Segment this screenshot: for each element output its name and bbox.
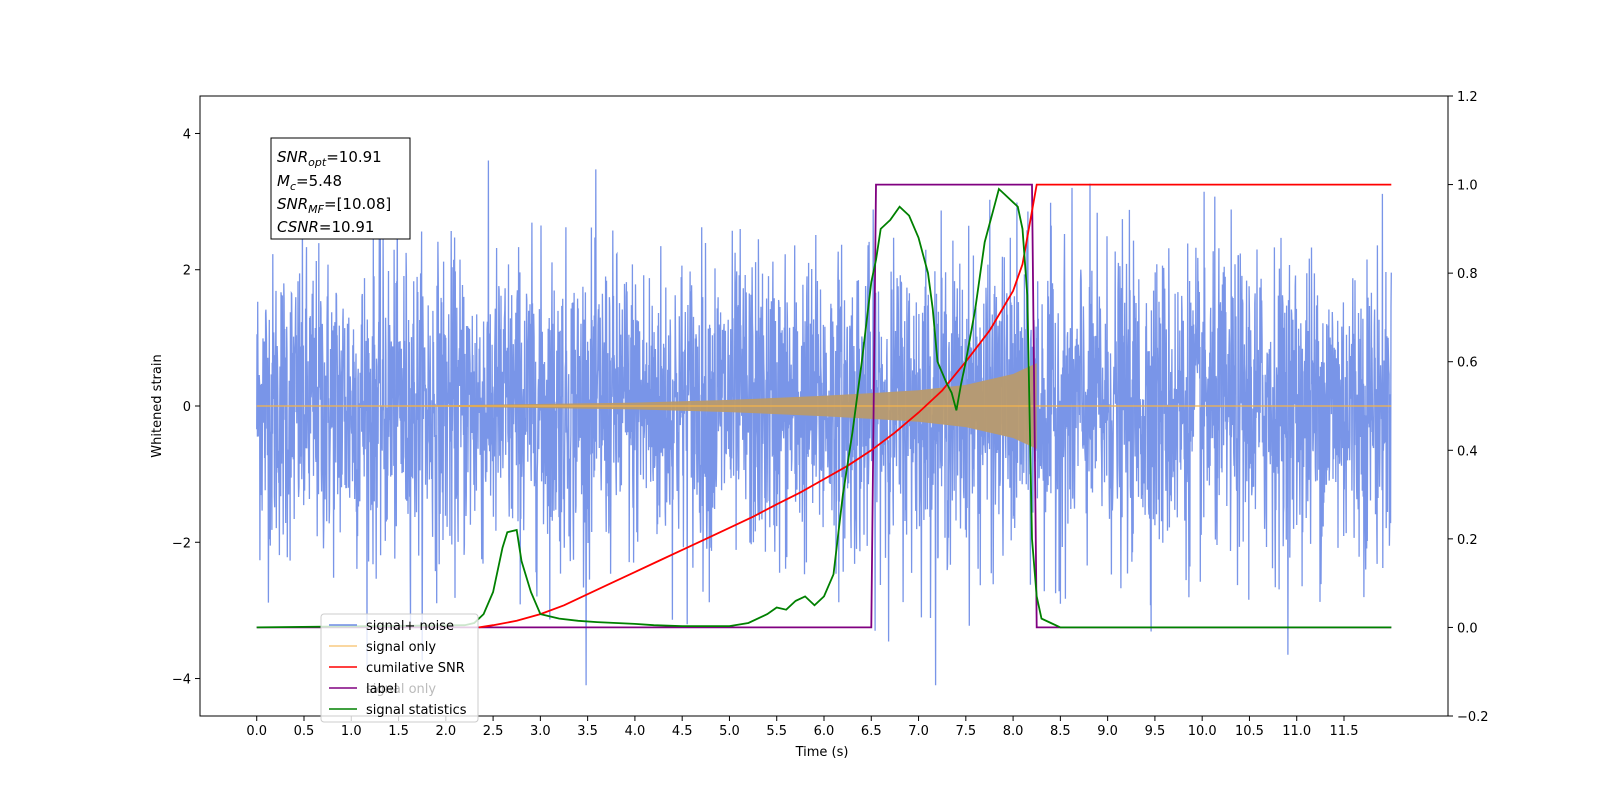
legend-item-signal-statistics: signal statistics (329, 703, 467, 718)
annotation-snr-opt: SNRopt=10.91 (277, 148, 382, 169)
x-tick-label: 9.5 (1145, 724, 1166, 739)
y2-tick-label: 0.4 (1457, 444, 1478, 459)
legend: signal+ noise signal only cumilative SNR… (320, 613, 479, 723)
x-tick-label: 1.0 (341, 724, 362, 739)
x-tick-label: 2.0 (435, 724, 456, 739)
plot-area (256, 160, 1392, 686)
x-tick-label: 3.5 (577, 724, 598, 739)
x-tick-label: 8.0 (1003, 724, 1024, 739)
x-tick-label: 4.5 (672, 724, 693, 739)
x-axis: 0.0 0.5 1.0 1.5 2.0 2.5 3.0 3.5 4.0 4.5 5.0 5.5 6.0 6… (246, 716, 1358, 739)
y-tick-label: 2 (183, 264, 191, 279)
y-tick-label: −2 (172, 536, 191, 551)
x-tick-label: 7.0 (908, 724, 929, 739)
x-tick-label: 3.0 (530, 724, 551, 739)
annotation-mc: Mc=5.48 (277, 172, 342, 193)
x-tick-label: 11.5 (1330, 724, 1359, 739)
annotation-csnr: CSNR=10.91 (277, 218, 374, 236)
series-signal-noise (256, 160, 1392, 686)
y2-tick-label: 0.6 (1457, 356, 1478, 371)
y2-tick-label: 1.2 (1457, 90, 1478, 105)
y-axis-label: Whitened strain (150, 354, 165, 457)
x-tick-label: 5.0 (719, 724, 740, 739)
svg-text:signal only: signal only (366, 640, 436, 655)
series-cumilative-snr (478, 183, 1392, 629)
x-tick-label: 6.0 (814, 724, 835, 739)
x-tick-label: 0.0 (246, 724, 267, 739)
y-tick-label: 4 (183, 127, 191, 142)
x-tick-label: 9.0 (1097, 724, 1118, 739)
x-tick-label: 10.5 (1235, 724, 1264, 739)
x-tick-label: 8.5 (1050, 724, 1071, 739)
x-tick-label: 1.5 (388, 724, 409, 739)
x-tick-label: 4.0 (625, 724, 646, 739)
svg-text:signal statistics: signal statistics (366, 703, 467, 718)
x-tick-label: 7.5 (955, 724, 976, 739)
x-tick-label: 11.0 (1282, 724, 1311, 739)
y2-tick-label: 0.8 (1457, 267, 1478, 282)
x-tick-label: 6.5 (861, 724, 882, 739)
y2-tick-label: 0.2 (1457, 533, 1478, 548)
series-signal-statistics (256, 187, 1392, 629)
svg-text:label: label (366, 682, 397, 697)
y-axis-left: −4 −2 0 2 4 (172, 127, 200, 688)
legend-item-signal-noise: signal+ noise (329, 619, 454, 634)
legend-hidden-entry: signal only (366, 682, 436, 697)
x-tick-label: 10.0 (1188, 724, 1217, 739)
annotation-box: SNRopt=10.91 Mc=5.48 SNRMF=[10.08] CSNR=… (270, 137, 411, 240)
svg-text:signal+ noise: signal+ noise (366, 619, 454, 634)
svg-text:cumilative SNR: cumilative SNR (366, 661, 465, 676)
legend-item-cumilative-snr: cumilative SNR (329, 661, 465, 676)
y-axis-right: −0.2 0.0 0.2 0.4 0.6 0.8 1.0 1.2 (1448, 90, 1489, 725)
legend-item-signal-only: signal only (329, 640, 436, 655)
y2-tick-label: 0.0 (1457, 621, 1478, 636)
x-tick-label: 0.5 (294, 724, 315, 739)
y-tick-label: 0 (183, 400, 191, 415)
y-tick-label: −4 (172, 673, 191, 688)
x-axis-label: Time (s) (795, 745, 849, 760)
annotation-snr-mf: SNRMF=[10.08] (277, 195, 391, 216)
legend-item-label: signal only label (329, 682, 436, 697)
x-tick-label: 5.5 (766, 724, 787, 739)
y2-tick-label: 1.0 (1457, 179, 1478, 194)
x-tick-label: 2.5 (483, 724, 504, 739)
y2-tick-label: −0.2 (1457, 710, 1489, 725)
